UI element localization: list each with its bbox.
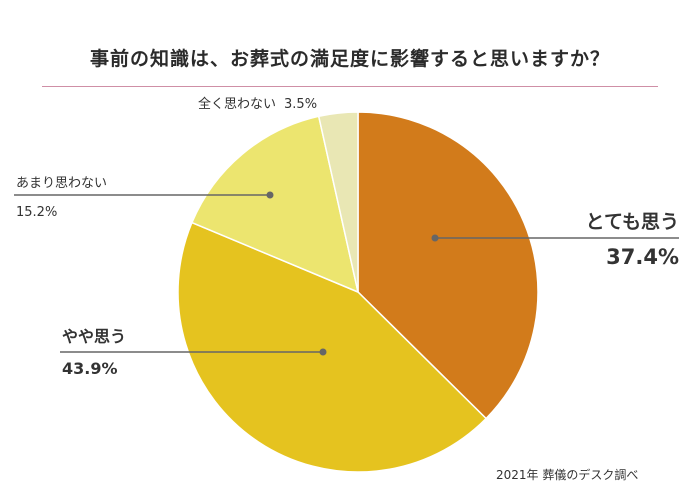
slice-value-amari: 15.2%	[16, 205, 57, 220]
chart-title: 事前の知識は、お葬式の満足度に影響すると思いますか？	[89, 48, 610, 70]
slice-layer	[177, 111, 539, 473]
slice-label-yaya: やや思う	[62, 327, 126, 346]
slice-value-totemo: 37.4%	[606, 245, 679, 269]
slice-caption-mattaku: 全く思わない 3.5%	[198, 96, 317, 112]
slice-label-mattaku: 全く思わない	[198, 96, 276, 112]
slice-label-amari: あまり思わない	[16, 176, 107, 191]
slice-value-yaya: 43.9%	[62, 359, 118, 378]
leader-dot-amari	[266, 191, 274, 199]
leader-dot-totemo	[431, 234, 439, 242]
leader-dot-yaya	[319, 348, 327, 356]
pie-slice-totemo	[357, 111, 539, 420]
source-note: 2021年 葬儀のデスク調べ	[496, 468, 639, 482]
pie-slice-yaya	[177, 221, 488, 473]
slice-label-totemo: とても思う	[586, 211, 679, 233]
label-layer: とても思う 37.4% やや思う 43.9% あまり思わない 15.2% 全く思…	[14, 96, 679, 378]
title-underline	[42, 86, 658, 87]
pie-slice-amari	[190, 115, 360, 294]
pie-slice-mattaku	[317, 111, 359, 293]
slice-value-mattaku: 3.5%	[284, 97, 317, 112]
